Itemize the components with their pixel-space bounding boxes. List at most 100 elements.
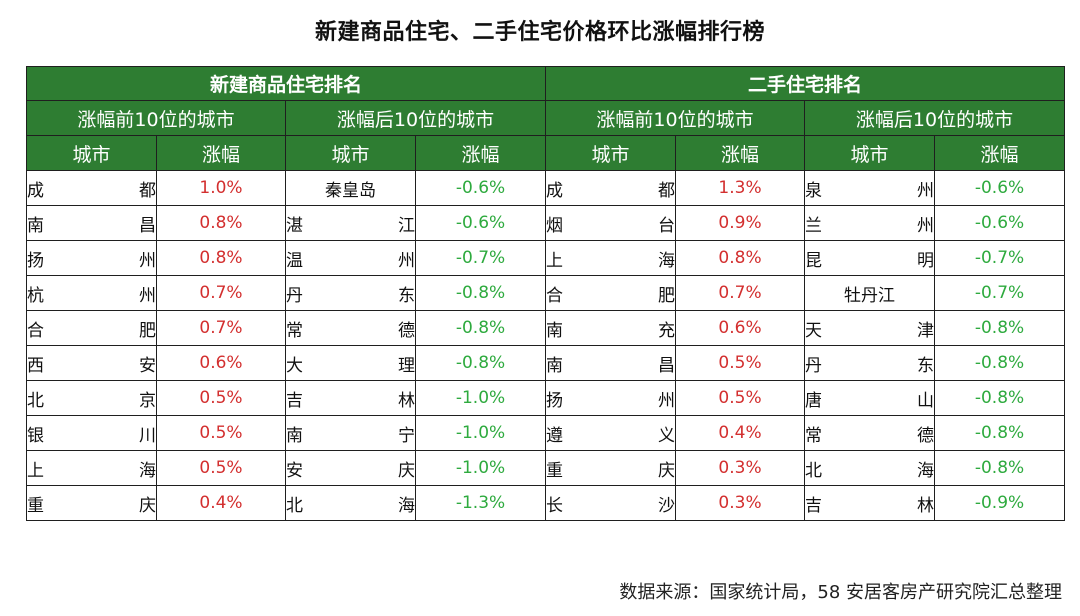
city-char: 庆 bbox=[139, 495, 156, 516]
change-value: 0.4% bbox=[675, 415, 806, 451]
city-name: 银川 bbox=[27, 421, 156, 446]
city-char: 吉 bbox=[286, 390, 303, 411]
city-cell: 丹东 bbox=[285, 275, 416, 311]
city-cell: 唐山 bbox=[804, 380, 936, 416]
city-char: 义 bbox=[658, 425, 676, 446]
change-value: -0.6% bbox=[934, 205, 1066, 241]
city-char: 扬 bbox=[27, 250, 44, 271]
city-char: 重 bbox=[546, 460, 564, 481]
city-name: 天津 bbox=[805, 316, 934, 341]
section-header-new: 新建商品住宅排名 bbox=[25, 66, 547, 101]
city-cell: 吉林 bbox=[285, 380, 416, 416]
change-value: -0.8% bbox=[934, 380, 1066, 416]
city-name: 合肥 bbox=[27, 316, 156, 341]
city-char: 德 bbox=[917, 425, 935, 446]
city-cell: 成都 bbox=[26, 170, 157, 206]
city-cell: 西安 bbox=[26, 345, 157, 381]
city-name: 常德 bbox=[805, 421, 934, 446]
change-value: 0.5% bbox=[156, 380, 286, 416]
city-char: 德 bbox=[398, 320, 415, 341]
city-char: 肥 bbox=[139, 320, 156, 341]
city-cell: 长沙 bbox=[545, 485, 677, 521]
city-cell: 常德 bbox=[285, 310, 416, 346]
city-cell: 昆明 bbox=[804, 240, 936, 276]
city-cell: 合肥 bbox=[545, 275, 677, 311]
city-char: 庆 bbox=[658, 460, 676, 481]
city-cell: 合肥 bbox=[26, 310, 157, 346]
city-cell: 扬州 bbox=[545, 380, 677, 416]
city-char: 扬 bbox=[546, 390, 564, 411]
city-name: 北海 bbox=[286, 491, 415, 516]
city-char: 明 bbox=[917, 250, 935, 271]
table-row: 杭州 0.7% 丹东 -0.8% 合肥 0.7% 牡丹江 -0.7% bbox=[26, 275, 1066, 311]
city-name: 成都 bbox=[546, 176, 675, 201]
city-name: 南昌 bbox=[27, 211, 156, 236]
city-cell: 北海 bbox=[804, 450, 936, 486]
city-name: 牡丹江 bbox=[805, 281, 934, 306]
city-cell: 烟台 bbox=[545, 205, 677, 241]
city-char: 上 bbox=[546, 250, 564, 271]
city-cell: 成都 bbox=[545, 170, 677, 206]
city-name: 北海 bbox=[805, 456, 934, 481]
city-cell: 南充 bbox=[545, 310, 677, 346]
city-char: 成 bbox=[546, 180, 564, 201]
change-value: -0.8% bbox=[414, 310, 547, 346]
city-char: 海 bbox=[658, 250, 676, 271]
change-value: 0.8% bbox=[675, 240, 806, 276]
city-char: 杭 bbox=[27, 285, 44, 306]
city-char: 牡丹江 bbox=[844, 285, 896, 306]
change-value: 0.3% bbox=[675, 485, 806, 521]
city-cell: 兰州 bbox=[804, 205, 936, 241]
ranking-table-body: 成都 1.0% 秦皇岛 -0.6% 成都 1.3% 泉州 -0.6% 南昌 0.8% 湛江 -0.6%… bbox=[26, 170, 1066, 521]
change-value: 0.7% bbox=[675, 275, 806, 311]
column-header-change: 涨幅 bbox=[934, 135, 1066, 171]
change-value: -0.8% bbox=[414, 345, 547, 381]
city-name: 合肥 bbox=[546, 281, 675, 306]
city-char: 大 bbox=[286, 355, 303, 376]
city-name: 昆明 bbox=[805, 246, 934, 271]
city-cell: 安庆 bbox=[285, 450, 416, 486]
city-char: 烟 bbox=[546, 215, 564, 236]
city-name: 吉林 bbox=[805, 491, 934, 516]
city-name: 长沙 bbox=[546, 491, 675, 516]
column-header-city: 城市 bbox=[545, 135, 677, 171]
change-value: -0.7% bbox=[934, 240, 1066, 276]
city-char: 昆 bbox=[805, 250, 823, 271]
city-char: 南 bbox=[27, 215, 44, 236]
city-cell: 扬州 bbox=[26, 240, 157, 276]
city-cell: 银川 bbox=[26, 415, 157, 451]
city-char: 西 bbox=[27, 355, 44, 376]
city-char: 北 bbox=[27, 390, 44, 411]
ranking-table: 新建商品住宅排名 二手住宅排名 涨幅前10位的城市 涨幅后10位的城市 涨幅前1… bbox=[25, 66, 1066, 521]
change-value: -1.0% bbox=[414, 380, 547, 416]
city-char: 秦皇岛 bbox=[325, 180, 376, 201]
change-value: -0.8% bbox=[414, 275, 547, 311]
table-row: 扬州 0.8% 温州 -0.7% 上海 0.8% 昆明 -0.7% bbox=[26, 240, 1066, 276]
column-header-change: 涨幅 bbox=[675, 135, 806, 171]
city-char: 南 bbox=[546, 320, 564, 341]
data-source-note: 数据来源：国家统计局，58 安居客房产研究院汇总整理 bbox=[619, 582, 1062, 603]
city-name: 泉州 bbox=[805, 176, 934, 201]
change-value: -0.8% bbox=[934, 310, 1066, 346]
city-char: 宁 bbox=[398, 425, 415, 446]
city-char: 丹 bbox=[286, 285, 303, 306]
city-cell: 上海 bbox=[545, 240, 677, 276]
city-cell: 大理 bbox=[285, 345, 416, 381]
change-value: 0.7% bbox=[156, 275, 286, 311]
city-char: 天 bbox=[805, 320, 823, 341]
section-header-used: 二手住宅排名 bbox=[545, 66, 1066, 101]
table-row: 成都 1.0% 秦皇岛 -0.6% 成都 1.3% 泉州 -0.6% bbox=[26, 170, 1066, 206]
city-char: 都 bbox=[658, 180, 676, 201]
city-name: 杭州 bbox=[27, 281, 156, 306]
subheader-new-bottom: 涨幅后10位的城市 bbox=[284, 100, 547, 136]
city-cell: 泉州 bbox=[804, 170, 936, 206]
change-value: 0.5% bbox=[675, 380, 806, 416]
subheader-new-top: 涨幅前10位的城市 bbox=[26, 100, 286, 136]
city-char: 兰 bbox=[805, 215, 823, 236]
city-char: 昌 bbox=[139, 215, 156, 236]
change-value: 0.6% bbox=[675, 310, 806, 346]
city-name: 重庆 bbox=[546, 456, 675, 481]
city-char: 州 bbox=[139, 250, 156, 271]
city-char: 庆 bbox=[398, 460, 415, 481]
city-char: 津 bbox=[917, 320, 935, 341]
